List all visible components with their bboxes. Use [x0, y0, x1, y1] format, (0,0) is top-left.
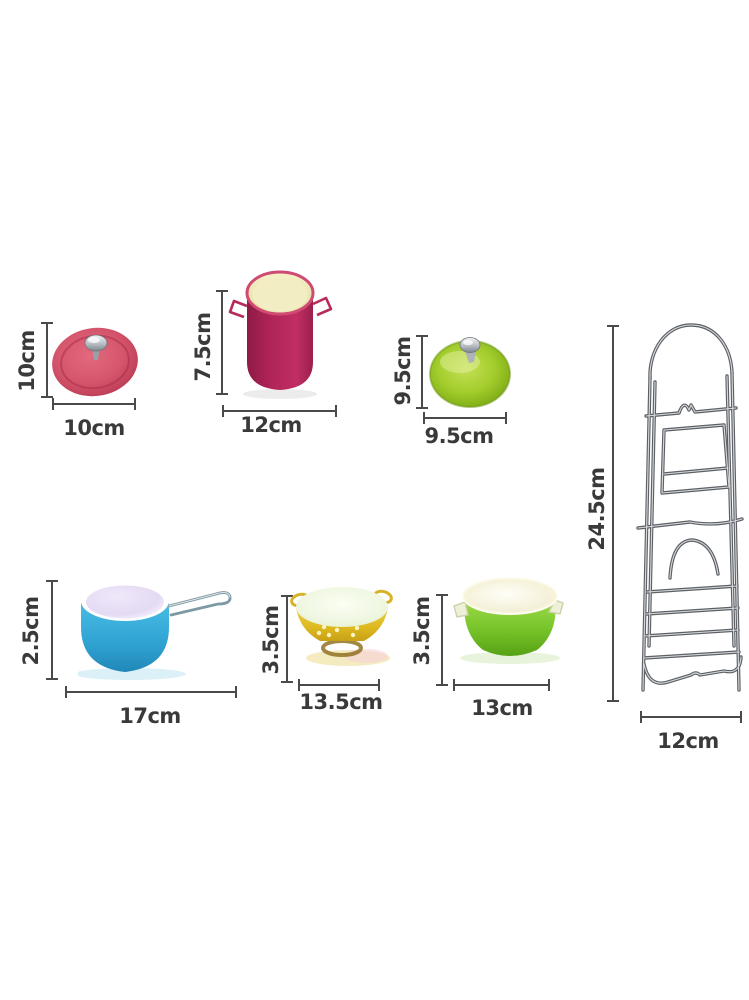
green-pot-height-label: 3.5cm — [410, 596, 434, 666]
red-lid-height-line — [41, 322, 53, 398]
green-lid-image — [429, 337, 511, 408]
rack-height-line — [607, 325, 619, 702]
green-lid-height-line — [416, 335, 428, 409]
rack-width-line — [640, 711, 742, 723]
green-lid-knob — [459, 337, 481, 363]
pink-pot-height-line — [216, 290, 228, 395]
red-lid-image — [52, 327, 138, 397]
rack-width-label: 12cm — [657, 729, 719, 753]
green-pot-width-label: 13cm — [471, 696, 533, 720]
green-lid-width-line — [423, 412, 507, 424]
red-lid-width-line — [52, 398, 136, 410]
green-lid-width-label: 9.5cm — [424, 424, 494, 448]
pink-pot-width-line — [222, 405, 337, 417]
green-pot-shadow — [460, 652, 560, 664]
rack-height-label: 24.5cm — [585, 467, 609, 551]
pink-pot-left-handle — [228, 299, 248, 319]
colander-width-line — [298, 679, 380, 691]
red-lid-width-label: 10cm — [63, 416, 125, 440]
red-lid-knob — [84, 334, 108, 360]
green-pot-right-handle — [547, 599, 564, 615]
pink-pot-right-handle — [312, 296, 333, 317]
green-pot-image — [453, 577, 564, 664]
blue-saucepan-image — [78, 581, 232, 680]
yellow-colander-image — [290, 587, 393, 666]
pink-pot-height-label: 7.5cm — [191, 312, 215, 382]
pink-pot-width-label: 12cm — [240, 413, 302, 437]
blue-pot-width-line — [65, 686, 237, 698]
blue-pot-height-label: 2.5cm — [19, 596, 43, 666]
green-lid-height-label: 9.5cm — [391, 336, 415, 406]
blue-pot-height-line — [46, 580, 58, 680]
green-pot-width-line — [453, 679, 550, 691]
blue-pot-shadow — [78, 668, 186, 680]
rack-image — [636, 323, 744, 692]
colander-width-label: 13.5cm — [299, 690, 383, 714]
red-lid-height-label: 10cm — [15, 330, 39, 392]
colander-height-line — [281, 595, 293, 683]
green-pot-left-handle — [453, 601, 469, 618]
pink-pot-image — [228, 270, 333, 399]
colander-height-label: 3.5cm — [259, 605, 283, 675]
green-pot-height-line — [436, 594, 448, 686]
pink-pot-shadow — [243, 389, 317, 399]
blue-pot-width-label: 17cm — [119, 704, 181, 728]
